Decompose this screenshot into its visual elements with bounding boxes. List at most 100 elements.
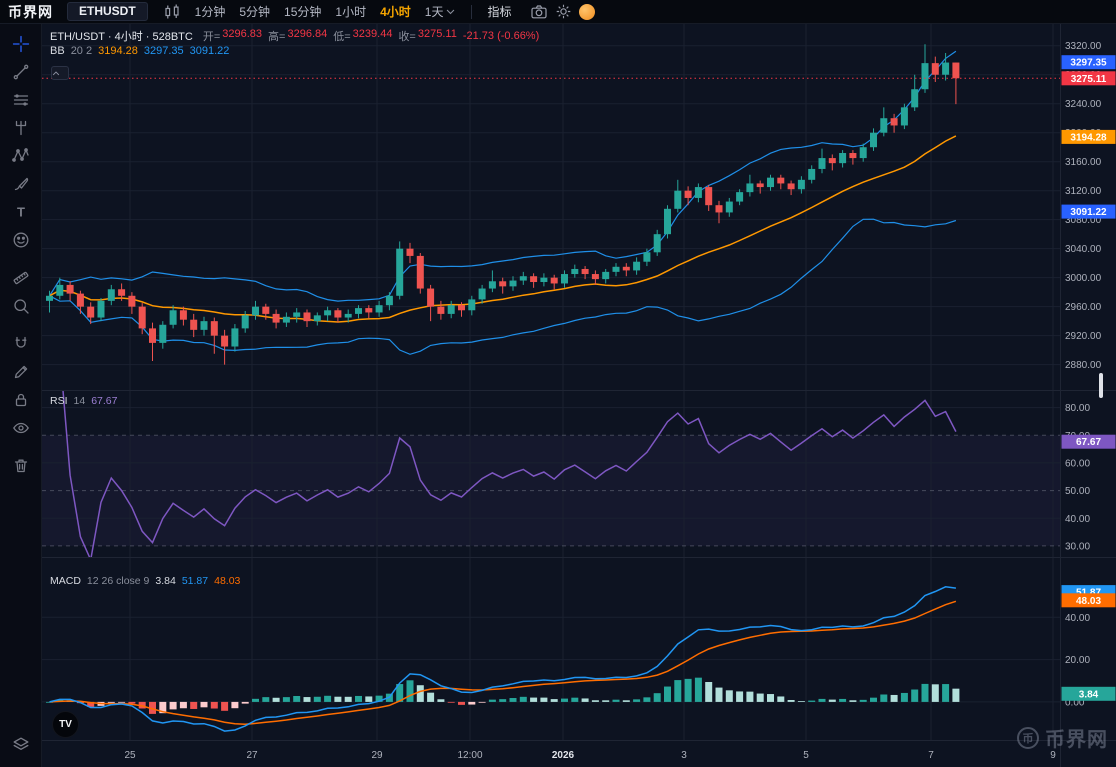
tradingview-logo[interactable]: TV: [52, 711, 79, 738]
camera-icon[interactable]: [527, 0, 551, 24]
tool-layers[interactable]: [0, 731, 42, 759]
svg-text:3040.00: 3040.00: [1065, 244, 1102, 255]
tool-zoom[interactable]: [0, 292, 42, 320]
tool-trend-line[interactable]: [0, 58, 42, 86]
close-value: 3275.11: [417, 28, 457, 40]
legend-title: ETH/USDT · 4小时 · 528BTC: [50, 31, 193, 43]
symbol-button[interactable]: ETHUSDT: [67, 2, 148, 21]
svg-text:3320.00: 3320.00: [1065, 41, 1102, 52]
chevron-down-icon: [447, 9, 455, 14]
tool-trash[interactable]: [0, 452, 42, 480]
interval-dropdown[interactable]: 1天: [418, 0, 463, 24]
tool-text[interactable]: T: [0, 198, 42, 226]
bb-lower-value: 3091.22: [189, 45, 230, 57]
brush-icon: [14, 177, 28, 191]
svg-text:3297.35: 3297.35: [1070, 58, 1107, 69]
tool-crosshair[interactable]: [0, 30, 42, 58]
svg-text:3120.00: 3120.00: [1065, 186, 1102, 197]
svg-text:9: 9: [1050, 750, 1056, 761]
tool-eye[interactable]: [0, 414, 42, 442]
edit-icon: [14, 365, 27, 379]
symbol-legend: ETH/USDT · 4小时 · 528BTC 开= 3296.83 高= 3296…: [50, 28, 540, 43]
rsi-value: 67.67: [91, 395, 118, 407]
magnet-icon: [15, 336, 26, 348]
tab-interval-15分钟[interactable]: 15分钟: [284, 4, 322, 19]
svg-text:29: 29: [371, 750, 383, 761]
crosshair-icon: [12, 35, 29, 53]
eye-icon: [12, 422, 29, 434]
low-value: 3239.44: [352, 28, 393, 40]
pane-separator[interactable]: [42, 390, 1116, 391]
indicators-button[interactable]: 指标: [487, 5, 512, 19]
svg-text:3160.00: 3160.00: [1065, 157, 1102, 168]
tool-lock[interactable]: [0, 386, 42, 414]
tool-ruler[interactable]: [0, 264, 42, 292]
tab-interval-5分钟[interactable]: 5分钟: [239, 4, 271, 19]
svg-text:3091.22: 3091.22: [1070, 207, 1107, 218]
svg-text:50.00: 50.00: [1065, 486, 1090, 497]
tool-magnet[interactable]: [0, 330, 42, 358]
svg-text:25: 25: [124, 750, 136, 761]
change-value: -21.73 (-0.66%): [462, 30, 540, 42]
interval-dropdown-label: 1天: [424, 5, 444, 19]
svg-text:60.00: 60.00: [1065, 458, 1090, 469]
site-logo[interactable]: 币界网: [8, 3, 53, 20]
collapse-indicator-button[interactable]: [51, 66, 69, 80]
svg-text:T: T: [17, 205, 25, 220]
svg-text:2880.00: 2880.00: [1065, 360, 1102, 371]
svg-text:80.00: 80.00: [1065, 403, 1090, 414]
svg-text:3000.00: 3000.00: [1065, 273, 1102, 284]
trash-icon: [14, 459, 27, 473]
svg-text:12:00: 12:00: [457, 750, 482, 761]
timeframe-group: 1分钟 5分钟 15分钟 1小时 4小时: [188, 0, 418, 24]
svg-text:67.67: 67.67: [1076, 437, 1101, 448]
layers-icon: [13, 737, 28, 750]
parallel-lines-icon: [13, 94, 28, 106]
chart-area: 3320.003280.003240.003200.003160.003120.…: [42, 24, 1116, 767]
tool-emoji[interactable]: [0, 226, 42, 254]
svg-text:40.00: 40.00: [1065, 514, 1090, 525]
trend-line-icon: [13, 64, 28, 80]
macd-hist-value: 3.84: [155, 575, 176, 587]
tab-interval-1小时[interactable]: 1小时: [335, 4, 367, 19]
svg-text:3194.28: 3194.28: [1070, 132, 1107, 143]
axis-scrollbar-thumb[interactable]: [1099, 373, 1103, 398]
svg-text:2960.00: 2960.00: [1065, 302, 1102, 313]
top-toolbar: 币界网 ETHUSDT 1分钟 5分钟 15分钟 1小时 4小时 1天 指标: [0, 0, 1116, 24]
bb-basis-value: 3194.28: [98, 45, 138, 57]
svg-text:20.00: 20.00: [1065, 655, 1090, 666]
price-axis-border: [1060, 24, 1061, 767]
bb-upper-value: 3297.35: [143, 45, 184, 57]
compare-candles-icon[interactable]: [160, 0, 184, 24]
avatar[interactable]: [579, 3, 596, 20]
ruler-icon: [13, 271, 28, 285]
macd-signal-value: 48.03: [214, 575, 241, 587]
svg-text:30.00: 30.00: [1065, 541, 1090, 552]
svg-text:3.84: 3.84: [1079, 689, 1099, 700]
lock-icon: [15, 393, 26, 407]
svg-text:48.03: 48.03: [1076, 596, 1101, 607]
svg-text:27: 27: [246, 750, 258, 761]
tab-interval-4小时[interactable]: 4小时: [380, 4, 411, 19]
svg-text:5: 5: [803, 750, 809, 761]
svg-text:7: 7: [928, 750, 934, 761]
rsi-legend: RSI 14 67.67: [50, 395, 118, 407]
tab-interval-1分钟[interactable]: 1分钟: [194, 4, 226, 19]
svg-text:3080.00: 3080.00: [1065, 215, 1102, 226]
time-axis[interactable]: 25 27 29 12:00 2026 3 5 7 9: [42, 741, 1116, 767]
bb-legend: BB 20 2 3194.28 3297.35 3091.22: [50, 45, 230, 57]
tool-pitchfork[interactable]: [0, 114, 42, 142]
tool-brush[interactable]: [0, 170, 42, 198]
toolbar-divider: [471, 4, 473, 19]
macd-line-value: 51.87: [181, 575, 209, 587]
pane-separator[interactable]: [42, 740, 1116, 741]
pane-separator[interactable]: [42, 557, 1116, 558]
gear-icon[interactable]: [551, 0, 575, 24]
tool-parallel-lines[interactable]: [0, 86, 42, 114]
tool-xabcd-pattern[interactable]: [0, 142, 42, 170]
price-chart-canvas[interactable]: 3320.003280.003240.003200.003160.003120.…: [42, 24, 1116, 390]
open-value: 3296.83: [222, 28, 263, 40]
tool-edit[interactable]: [0, 358, 42, 386]
